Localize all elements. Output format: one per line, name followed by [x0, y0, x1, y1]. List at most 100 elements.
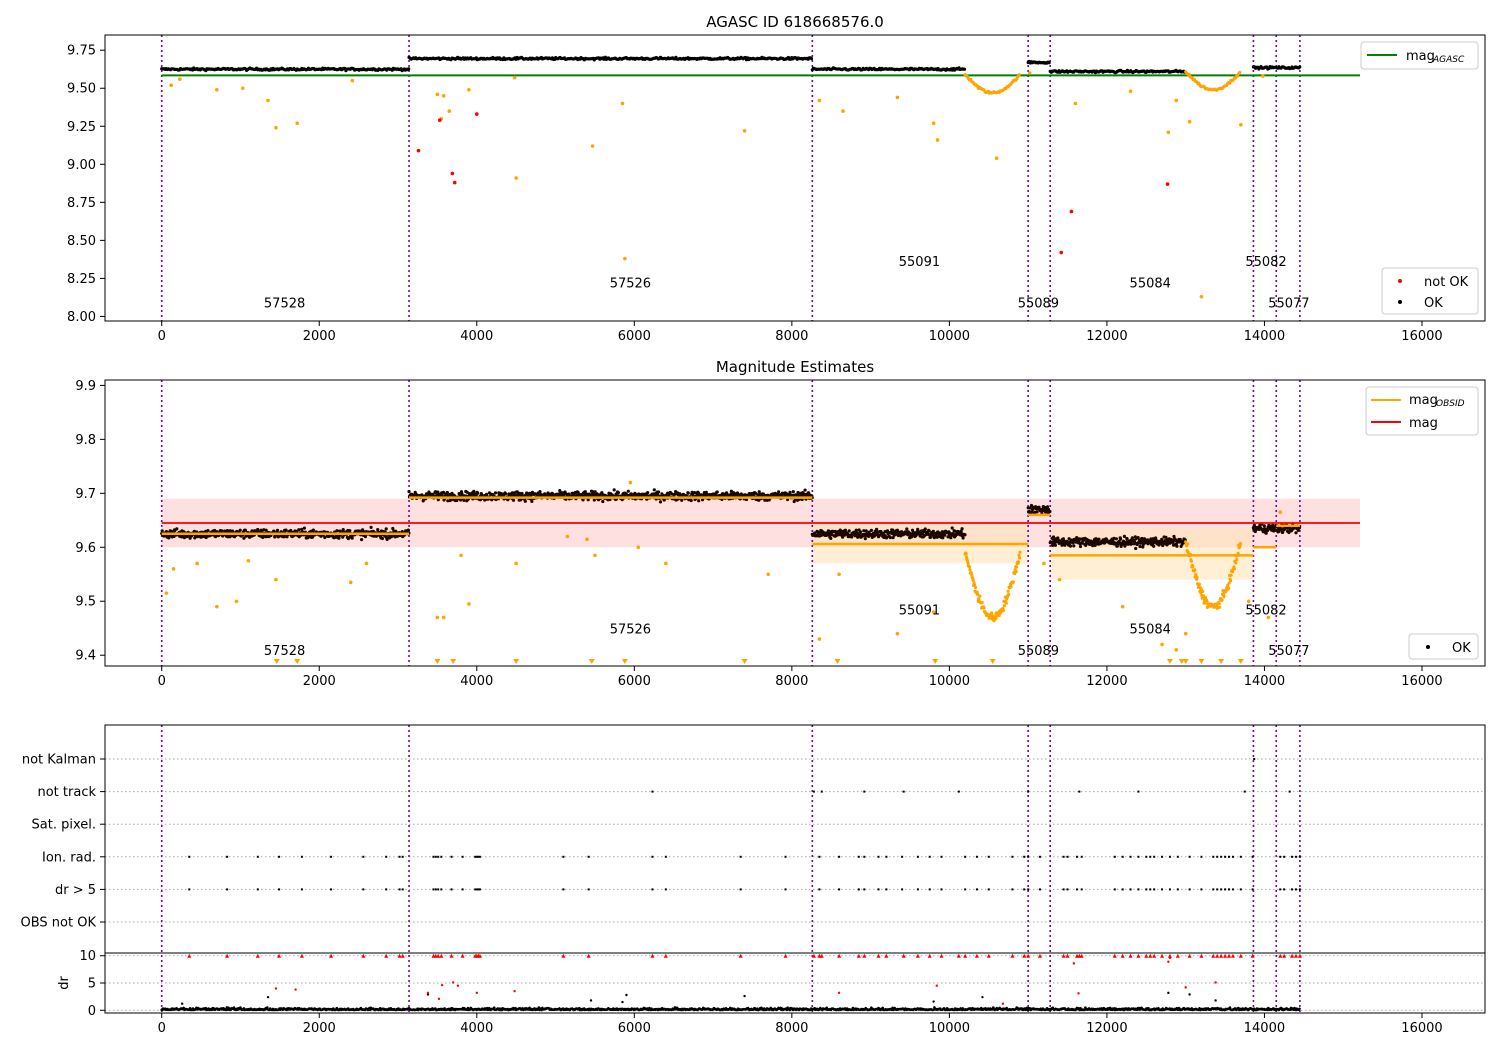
x-tick-label: 12000 — [1086, 674, 1127, 689]
flag-marker — [940, 855, 943, 858]
outlier-ok-point — [348, 580, 353, 585]
ok-point — [515, 490, 519, 494]
y-tick-label: 9.75 — [67, 44, 96, 59]
obsid-label: 55091 — [899, 604, 940, 619]
flag-marker — [401, 888, 404, 891]
clipped-marker — [273, 659, 280, 664]
flag-marker — [478, 888, 481, 891]
flag-marker — [1062, 888, 1065, 891]
y-tick-label: 8.00 — [67, 310, 96, 325]
ok-point — [700, 498, 705, 502]
ok-point — [1015, 565, 1019, 569]
outlier-notok-point — [1165, 182, 1170, 186]
ok-point — [384, 527, 388, 531]
flag-marker — [1298, 855, 1301, 858]
outlier-notok-point — [450, 171, 455, 176]
ok-point — [175, 527, 179, 531]
flag-marker — [1161, 855, 1164, 858]
ok-point — [1294, 531, 1298, 535]
obsid-mag-band — [1050, 528, 1254, 580]
x-tick-label: 0 — [158, 674, 166, 689]
obsid-label: 57528 — [264, 644, 305, 659]
outlier-ok-point — [636, 545, 641, 550]
clipped-marker — [1198, 659, 1205, 664]
flag-marker — [256, 888, 259, 891]
outlier-ok-point — [1027, 71, 1032, 75]
ok-point — [891, 528, 895, 532]
ok-point — [160, 529, 164, 533]
outlier-ok-point — [441, 615, 446, 620]
outlier-ok-point — [931, 121, 936, 126]
flag-marker — [385, 855, 388, 858]
ok-point — [341, 528, 345, 532]
ok-point — [612, 488, 616, 492]
ok-point — [1229, 573, 1233, 577]
flag-marker — [987, 888, 990, 891]
outlier-ok-point — [590, 144, 595, 148]
flag-marker — [1153, 855, 1156, 858]
ok-point — [785, 492, 789, 496]
flag-marker — [278, 888, 281, 891]
ok-point — [1193, 568, 1197, 572]
flag-marker — [916, 888, 919, 891]
flag-marker — [916, 855, 919, 858]
ok-point — [348, 529, 352, 533]
outlier-ok-point — [171, 567, 176, 571]
ok-point — [888, 536, 892, 540]
ok-point — [1014, 570, 1018, 574]
ok-point — [1218, 605, 1222, 609]
outlier-ok-point — [1073, 101, 1078, 106]
ok-point — [369, 525, 373, 530]
ok-point — [238, 528, 242, 532]
ok-point — [960, 527, 964, 531]
ok-point — [843, 528, 848, 532]
outlier-ok-point — [195, 561, 199, 566]
flag-marker — [1239, 855, 1242, 858]
ok-point — [829, 536, 833, 541]
outlier-ok-point — [976, 599, 981, 604]
ok-point — [1234, 561, 1238, 565]
flag-marker — [664, 888, 667, 891]
outlier-ok-point — [164, 591, 169, 595]
ok-point — [965, 555, 969, 559]
ok-point — [1134, 546, 1138, 551]
x-tick-label: 2000 — [303, 329, 336, 344]
flag-marker — [877, 888, 880, 891]
ok-point — [1186, 542, 1190, 546]
clipped-marker — [621, 659, 628, 664]
flag-marker — [188, 888, 191, 891]
ok-point — [1017, 553, 1021, 557]
flag-marker — [1291, 888, 1294, 891]
x-tick-label: 6000 — [618, 674, 651, 689]
ok-point — [978, 594, 982, 598]
panel1-frame — [104, 34, 1486, 322]
ok-point — [757, 490, 761, 494]
outlier-ok-point — [1246, 599, 1251, 604]
y-tick-label: 8.50 — [67, 234, 96, 249]
x-tick-label: 4000 — [460, 674, 493, 689]
outlier-ok-point — [246, 558, 251, 563]
flag-marker — [226, 855, 229, 858]
obsid-label: 55089 — [1018, 296, 1059, 311]
y-tick-label: 9.9 — [75, 379, 96, 394]
outlier-ok-point — [1120, 604, 1125, 609]
flag-marker — [437, 855, 440, 858]
flag-marker — [651, 855, 654, 858]
ok-point — [923, 527, 927, 531]
ok-point — [406, 528, 410, 532]
flag-marker — [1011, 855, 1014, 858]
panel2-legend-bottom: OK — [1408, 633, 1479, 660]
obsid-label: 55091 — [899, 255, 940, 270]
flag-marker — [1224, 855, 1227, 858]
ok-point — [1068, 544, 1073, 548]
ok-point — [941, 536, 945, 540]
ok-point — [583, 490, 587, 494]
flag-marker — [330, 888, 333, 891]
y-tick-label: 8.75 — [67, 196, 96, 211]
flag-marker — [1168, 888, 1171, 891]
ok-point — [949, 536, 953, 540]
ok-point — [407, 67, 411, 71]
flag-marker — [863, 888, 866, 891]
ok-point — [259, 528, 263, 532]
